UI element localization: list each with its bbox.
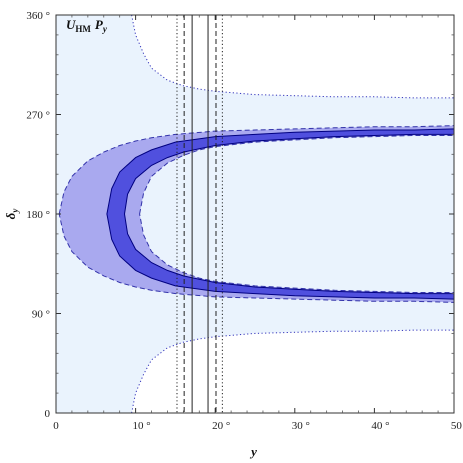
y-axis-title: δy bbox=[3, 208, 20, 220]
annotation-sub: HM bbox=[75, 24, 91, 34]
x-tick-label: 20 ° bbox=[212, 420, 230, 432]
x-tick-label: 10 ° bbox=[133, 420, 151, 432]
y-axis-title-main: δ bbox=[3, 212, 18, 219]
x-tick-label: 50 ° bbox=[451, 420, 463, 432]
x-axis-title: y bbox=[249, 444, 257, 459]
x-tick-label: 30 ° bbox=[292, 420, 310, 432]
plot-layer bbox=[56, 14, 455, 414]
annotation-main: U bbox=[66, 17, 76, 32]
mid-band-fill bbox=[59, 125, 454, 303]
annotation-extra-sub: y bbox=[102, 24, 108, 34]
annotation-extra: P bbox=[95, 17, 104, 32]
outer-region-upper-boundary bbox=[131, 14, 454, 99]
chart-annotation: UHM Py bbox=[66, 17, 108, 34]
x-tick-label: 40 ° bbox=[371, 420, 389, 432]
y-tick-label: 180 ° bbox=[26, 209, 50, 221]
x-tick-label: 0 bbox=[53, 420, 59, 432]
y-tick-label: 0 bbox=[45, 408, 51, 420]
y-axis-title-sub: y bbox=[10, 208, 20, 214]
mid-band-inner-boundary bbox=[139, 135, 455, 293]
series-outer-region bbox=[56, 14, 454, 414]
outer-region-lower-boundary bbox=[131, 329, 454, 414]
outer-region-fill bbox=[56, 15, 454, 413]
y-tick-label: 360 ° bbox=[26, 10, 50, 22]
y-tick-label: 90 ° bbox=[32, 309, 50, 321]
tick-layer: 0 10 ° 20 ° 30 ° 40 ° 50 ° 0 90 ° 180 ° 270 ° 360 … bbox=[26, 10, 463, 432]
y-tick-label: 270 ° bbox=[26, 110, 50, 122]
